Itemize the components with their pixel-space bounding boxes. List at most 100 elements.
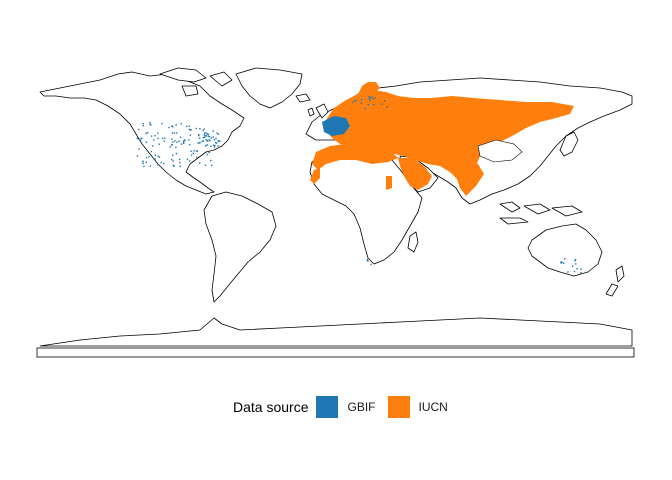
gbif-record-point <box>149 122 151 124</box>
gbif-record-point <box>213 138 215 141</box>
gbif-record-point <box>175 132 178 134</box>
arctic-islands <box>159 67 233 97</box>
gbif-record-point <box>206 153 208 156</box>
gbif-record-point <box>169 146 171 148</box>
gbif-record-point <box>198 134 200 136</box>
gbif-record-point <box>367 104 369 106</box>
gbif-record-point <box>212 144 215 146</box>
gbif-record-point <box>210 145 212 147</box>
gbif-record-point <box>150 135 153 137</box>
gbif-record-point <box>574 258 577 261</box>
gbif-record-point <box>171 138 173 140</box>
australia <box>527 223 603 277</box>
gbif-records-layer <box>136 96 582 274</box>
gbif-record-point <box>161 122 163 125</box>
gbif-record-point <box>219 140 221 142</box>
gbif-record-point <box>142 122 144 125</box>
gbif-record-point <box>205 132 207 134</box>
gbif-record-point <box>212 130 214 132</box>
gbif-record-point <box>175 146 177 149</box>
gbif-record-point <box>199 128 201 130</box>
gbif-record-point <box>197 142 199 144</box>
iucn-range-west-africa-coast <box>310 168 392 190</box>
gbif-record-point <box>208 139 211 141</box>
gbif-record-point <box>149 123 151 125</box>
gbif-record-point <box>214 144 216 147</box>
gbif-record-point <box>136 137 138 140</box>
greenland <box>235 67 303 109</box>
gbif-record-point <box>206 133 208 135</box>
gbif-record-point <box>203 128 205 130</box>
legend-title: Data source <box>233 399 309 415</box>
gbif-record-point <box>571 265 574 267</box>
gbif-record-point <box>369 97 372 99</box>
gbif-record-point <box>205 139 207 141</box>
iceland <box>295 93 311 103</box>
gbif-record-point <box>560 261 562 263</box>
gbif-record-point <box>580 268 582 270</box>
gbif-record-point <box>195 127 197 130</box>
gbif-record-point <box>193 150 195 152</box>
gbif-record-point <box>150 150 153 153</box>
gbif-record-point <box>190 150 192 152</box>
gbif-record-point <box>152 145 154 147</box>
gbif-record-point <box>161 137 164 140</box>
gbif-record-point <box>189 143 191 146</box>
gbif-record-point <box>142 162 144 165</box>
gbif-record-point <box>188 125 190 127</box>
gbif-record-point <box>182 141 185 143</box>
gbif-record-point <box>215 142 218 144</box>
gbif-record-point <box>202 136 204 139</box>
gbif-record-point <box>206 139 209 142</box>
gbif-record-point <box>368 96 370 98</box>
gbif-record-point <box>173 132 176 134</box>
gbif-record-point <box>172 141 174 143</box>
gbif-record-point <box>360 98 363 101</box>
gbif-record-point <box>374 97 376 99</box>
gbif-record-point <box>199 137 201 139</box>
gbif-record-point <box>138 148 140 150</box>
gbif-record-point <box>145 161 147 163</box>
gbif-record-point <box>154 158 156 160</box>
gbif-record-point <box>576 267 578 270</box>
legend-label-iucn: IUCN <box>418 400 448 414</box>
gbif-record-point <box>183 142 185 144</box>
gbif-record-point <box>179 158 181 160</box>
gbif-record-point <box>136 155 139 157</box>
gbif-record-point <box>176 141 178 143</box>
gbif-record-point <box>366 258 369 261</box>
gbif-record-point <box>355 99 357 102</box>
gbif-record-point <box>142 125 144 127</box>
gbif-range-france <box>322 116 350 136</box>
gbif-record-point <box>173 165 175 167</box>
gbif-record-point <box>188 128 191 131</box>
gbif-record-point <box>143 165 145 167</box>
gbif-record-point <box>189 134 192 136</box>
iucn-range-north-africa <box>312 144 398 170</box>
gbif-record-point <box>567 271 569 273</box>
gbif-record-point <box>210 137 212 139</box>
gbif-record-point <box>367 260 369 262</box>
gbif-record-point <box>185 125 188 128</box>
gbif-record-point <box>172 126 174 128</box>
gbif-record-point <box>192 152 194 155</box>
gbif-record-point <box>386 106 388 108</box>
gbif-record-point <box>360 102 363 104</box>
gbif-record-point <box>145 132 147 135</box>
gbif-record-point <box>158 156 161 158</box>
gbif-record-point <box>215 137 217 140</box>
gbif-record-point <box>205 135 208 137</box>
gbif-record-point <box>180 143 183 145</box>
se-asia-islands <box>499 201 583 225</box>
gbif-record-point <box>168 126 170 129</box>
gbif-record-point <box>218 140 220 143</box>
gbif-record-point <box>204 135 206 137</box>
map-bottom-frame <box>36 347 635 358</box>
gbif-record-point <box>564 258 566 260</box>
gbif-record-point <box>146 156 148 159</box>
gbif-record-point <box>157 155 159 158</box>
gbif-record-point <box>195 150 198 152</box>
gbif-record-point <box>138 128 140 131</box>
gbif-record-point <box>562 262 565 264</box>
